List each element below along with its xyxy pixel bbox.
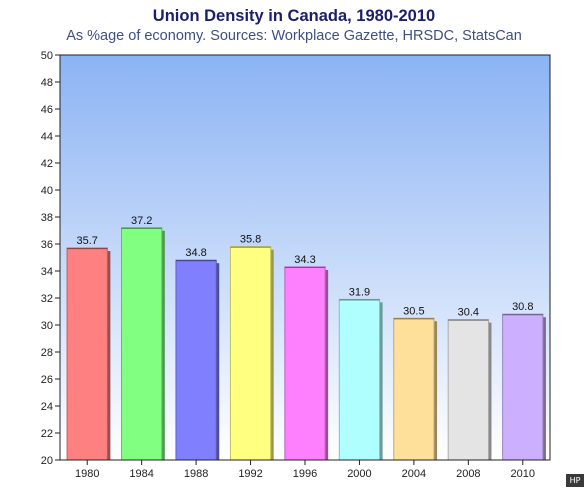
bar-1996 — [284, 266, 329, 461]
bar-shadow — [488, 322, 492, 460]
bar-shadow — [107, 251, 111, 460]
bar-2008 — [447, 319, 492, 461]
x-axis: 1980 1984 1988 1992 1996 2000 2004 2008 2010 — [75, 460, 535, 480]
bar — [284, 266, 326, 461]
hp-watermark: HP — [566, 474, 584, 487]
y-tick-label: 28 — [41, 347, 53, 359]
value-label: 31.9 — [349, 286, 370, 298]
bar-1980 — [66, 247, 111, 461]
bar-2010 — [502, 313, 546, 461]
value-label: 35.7 — [77, 235, 98, 247]
value-label: 30.8 — [512, 301, 533, 313]
value-label: 37.2 — [131, 215, 152, 227]
x-tick-label: 1992 — [238, 468, 262, 480]
y-tick-label: 44 — [41, 131, 53, 143]
bar-1992 — [229, 246, 274, 461]
y-tick-label: 24 — [41, 401, 53, 413]
y-axis: 20 22 24 26 28 30 32 34 36 38 40 42 44 46 48 50 — [41, 50, 60, 467]
value-label: 35.8 — [240, 234, 261, 246]
x-tick-label: 2008 — [456, 468, 480, 480]
y-tick-label: 22 — [41, 428, 53, 440]
y-tick-label: 42 — [41, 158, 53, 170]
bar — [447, 319, 489, 461]
bar-1984 — [121, 227, 165, 461]
y-tick-label: 40 — [41, 185, 53, 197]
y-tick-label: 26 — [41, 374, 53, 386]
y-tick-label: 38 — [41, 212, 53, 224]
bar — [338, 298, 381, 461]
bar-shadow — [379, 302, 383, 460]
y-tick-label: 32 — [41, 293, 53, 305]
bar — [66, 247, 108, 461]
x-tick-label: 2004 — [402, 468, 426, 480]
x-tick-label: 1984 — [129, 468, 153, 480]
bar-shadow — [161, 230, 165, 460]
y-tick-label: 20 — [41, 455, 53, 467]
bar-2000 — [338, 298, 383, 461]
bar-shadow — [270, 249, 274, 460]
bar-shadow — [542, 317, 546, 460]
bar-shadow — [216, 263, 220, 460]
bar — [229, 246, 272, 461]
value-label: 34.8 — [185, 247, 206, 259]
y-tick-label: 46 — [41, 104, 53, 116]
chart-subtitle: As %age of economy. Sources: Workplace G… — [66, 28, 522, 44]
x-tick-label: 2000 — [347, 468, 371, 480]
value-labels-layer: 35.7 37.2 34.8 35.8 34.3 31.9 30.5 30.4 30.8 — [77, 215, 534, 319]
bar-shadow — [434, 321, 438, 460]
bar — [121, 227, 163, 461]
y-tick-label: 34 — [41, 266, 53, 278]
x-tick-label: 1980 — [75, 468, 99, 480]
bar-shadow — [325, 269, 329, 460]
bar — [393, 317, 435, 461]
plot-frame — [59, 54, 551, 461]
bar — [175, 259, 217, 461]
value-label: 30.4 — [458, 307, 479, 319]
y-tick-label: 30 — [41, 320, 53, 332]
x-tick-label: 1996 — [293, 468, 317, 480]
bar — [502, 313, 544, 461]
x-tick-label: 1988 — [184, 468, 208, 480]
y-tick-label: 50 — [41, 50, 53, 62]
value-label: 30.5 — [403, 305, 424, 317]
bar-1988 — [175, 259, 220, 461]
y-tick-label: 48 — [41, 77, 53, 89]
x-tick-label: 2010 — [511, 468, 535, 480]
value-label: 34.3 — [294, 254, 315, 266]
bar-2004 — [393, 317, 438, 461]
chart-title: Union Density in Canada, 1980-2010 — [153, 7, 435, 25]
bars-layer — [66, 227, 546, 461]
y-tick-label: 36 — [41, 239, 53, 251]
